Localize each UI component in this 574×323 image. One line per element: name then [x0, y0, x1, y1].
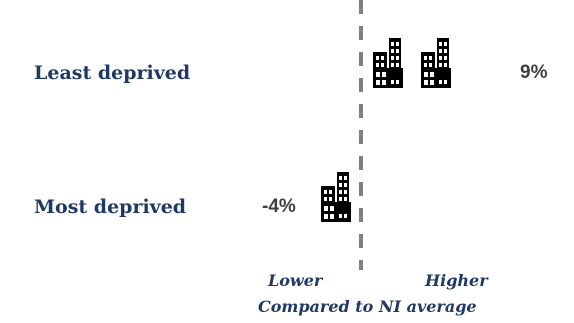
- category-label: Most deprived: [34, 196, 187, 218]
- building-icon: [373, 38, 403, 88]
- x-left-label: Lower: [268, 271, 323, 290]
- value-label: 9%: [520, 62, 548, 83]
- category-label: Least deprived: [34, 62, 191, 84]
- x-right-label: Higher: [425, 271, 488, 290]
- value-label: -4%: [262, 196, 296, 217]
- building-icon: [421, 38, 451, 88]
- x-axis-title: Compared to NI average: [258, 297, 477, 316]
- building-icon: [321, 172, 351, 222]
